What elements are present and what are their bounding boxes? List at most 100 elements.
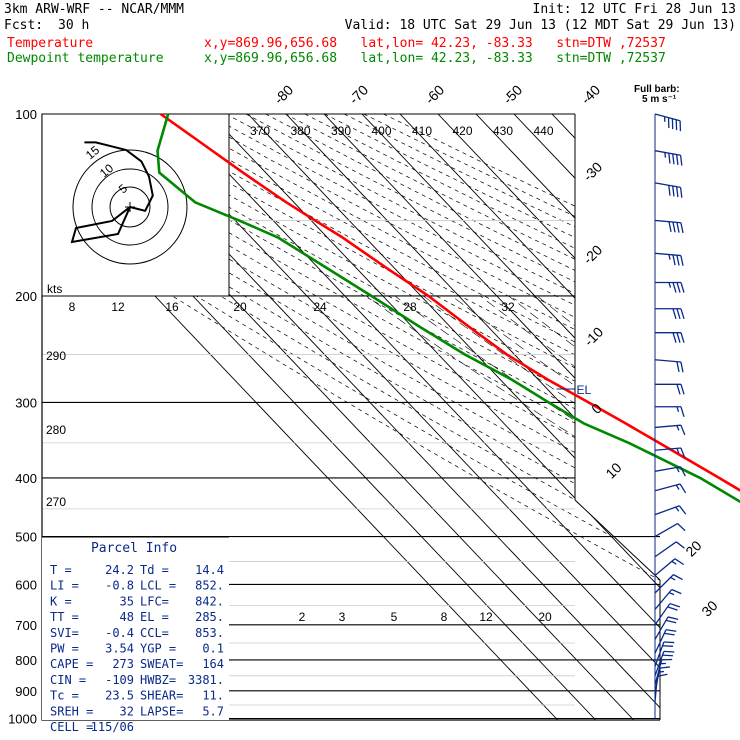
parcel-row-label: PW = <box>50 642 79 656</box>
parcel-row-label: CAPE = <box>50 657 93 671</box>
parcel-row-label: SVI= <box>50 626 79 640</box>
theta-label: 370 <box>250 124 270 138</box>
wind-barb <box>654 447 686 458</box>
parcel-row-value-2: 164 <box>202 657 224 671</box>
wind-barb-half <box>676 406 680 412</box>
barb-key-units: 5 m s⁻¹ <box>642 94 677 105</box>
isotherm-line <box>437 114 660 720</box>
wind-barb <box>654 641 675 667</box>
parcel-row-value-2: 285. <box>195 610 224 624</box>
wind-barb-flag <box>665 619 677 624</box>
isotherm-label: 10 <box>602 459 624 481</box>
wind-barb-flag <box>679 155 683 166</box>
wind-barb-flag <box>676 255 680 266</box>
wind-barb-half <box>670 576 676 581</box>
dry-adiabat <box>245 114 660 719</box>
isotherm-line <box>171 114 660 720</box>
isotherm-line <box>133 114 660 720</box>
moist-adiabat <box>366 295 660 719</box>
isotherm-label: -50 <box>500 82 526 108</box>
wind-barb-flag <box>669 602 681 608</box>
wind-barb-shaft <box>654 641 665 667</box>
parcel-row-label: Tc = <box>50 689 79 703</box>
wind-barb-flag <box>657 673 668 677</box>
parcel-row-value: 48 <box>120 610 134 624</box>
wind-barb-flag <box>662 654 673 657</box>
dry-adiabat <box>343 114 660 719</box>
wind-barb-flag <box>676 332 681 343</box>
wind-barb-flag <box>676 384 681 395</box>
wind-barb-flag <box>672 185 675 197</box>
wind-barb <box>654 359 684 373</box>
wind-barb <box>654 558 685 576</box>
isotherm-line <box>247 114 660 720</box>
wind-barb-shaft <box>654 150 681 156</box>
wind-barb-flag <box>672 254 676 266</box>
wind-barb-flag <box>662 645 673 647</box>
wind-barb-shaft <box>654 522 678 538</box>
wind-barb <box>654 574 683 594</box>
isotherm-label: -70 <box>346 82 372 108</box>
wind-barb <box>655 406 685 417</box>
left-theta-label: 270 <box>46 495 66 509</box>
wind-barb <box>654 483 687 494</box>
init-time: Init: 12 UTC Fri 28 Jun 13 <box>532 2 737 17</box>
wind-barb-flag <box>676 282 681 293</box>
dry-adiabat <box>166 114 660 719</box>
hodograph-storm-motion <box>70 206 131 244</box>
temperature-trace <box>159 112 740 492</box>
wind-barb-shaft <box>654 651 665 677</box>
wind-barb-shaft <box>654 558 676 576</box>
wind-barb <box>654 650 675 677</box>
model-title: 3km ARW-WRF -- NCAR/MMM <box>4 2 185 17</box>
parcel-row-value: 273 <box>112 657 134 671</box>
parcel-row-label-2: CCL= <box>140 626 169 640</box>
pressure-label-900: 900 <box>15 684 37 699</box>
moist-adiabat <box>537 295 660 719</box>
parcel-row-label: LI = <box>50 579 79 593</box>
wind-barb-half <box>671 560 677 565</box>
wind-barb-flag <box>667 606 678 611</box>
wind-barb-flag <box>665 629 677 632</box>
dry-adiabat <box>147 114 660 719</box>
wind-barb <box>655 383 685 395</box>
wind-barb-shaft <box>654 676 658 703</box>
dry-adiabat <box>284 114 660 719</box>
wind-barb-shaft <box>654 466 681 472</box>
parcel-row-label: CELL = <box>50 720 93 734</box>
wind-barb-flag <box>680 222 684 234</box>
pressure-label-1000: 1000 <box>8 712 37 727</box>
hodograph-trace <box>84 141 154 212</box>
isotherm-label: 20 <box>682 537 704 559</box>
wind-barb-shaft <box>654 359 681 363</box>
wind-barb-shaft <box>654 113 681 122</box>
wind-barb <box>654 629 677 654</box>
wind-barb-half <box>676 467 680 473</box>
theta-e-label: 16 <box>165 300 179 314</box>
parcel-row-value: -0.8 <box>105 579 134 593</box>
wind-barb-flag <box>663 650 675 653</box>
wind-barb-flag <box>672 153 675 165</box>
wind-barb <box>654 252 684 266</box>
wind-barb-shaft <box>654 424 681 429</box>
hodograph-ring <box>109 186 151 228</box>
wind-barb <box>654 505 687 516</box>
wind-barb <box>654 602 681 626</box>
isotherm-label: -20 <box>580 242 606 268</box>
wind-barb-flag <box>680 384 685 395</box>
barb-key-title: Full barb: <box>634 84 680 95</box>
forecast-label: Fcst: <box>4 18 44 33</box>
wind-barb <box>654 466 686 477</box>
wind-barb <box>654 616 679 640</box>
parcel-row-value-2: 842. <box>195 594 224 608</box>
isotherm-label: 0 <box>588 400 605 417</box>
pressure-label-800: 800 <box>15 653 37 668</box>
mixing-ratio-label: 12 <box>479 610 493 624</box>
wind-barb-flag <box>676 361 680 373</box>
wind-barb-flag <box>674 558 685 566</box>
wind-barbs <box>654 113 687 719</box>
wind-barb <box>654 424 686 436</box>
dry-adiabat <box>42 114 660 719</box>
wind-barb-flag <box>672 282 677 293</box>
